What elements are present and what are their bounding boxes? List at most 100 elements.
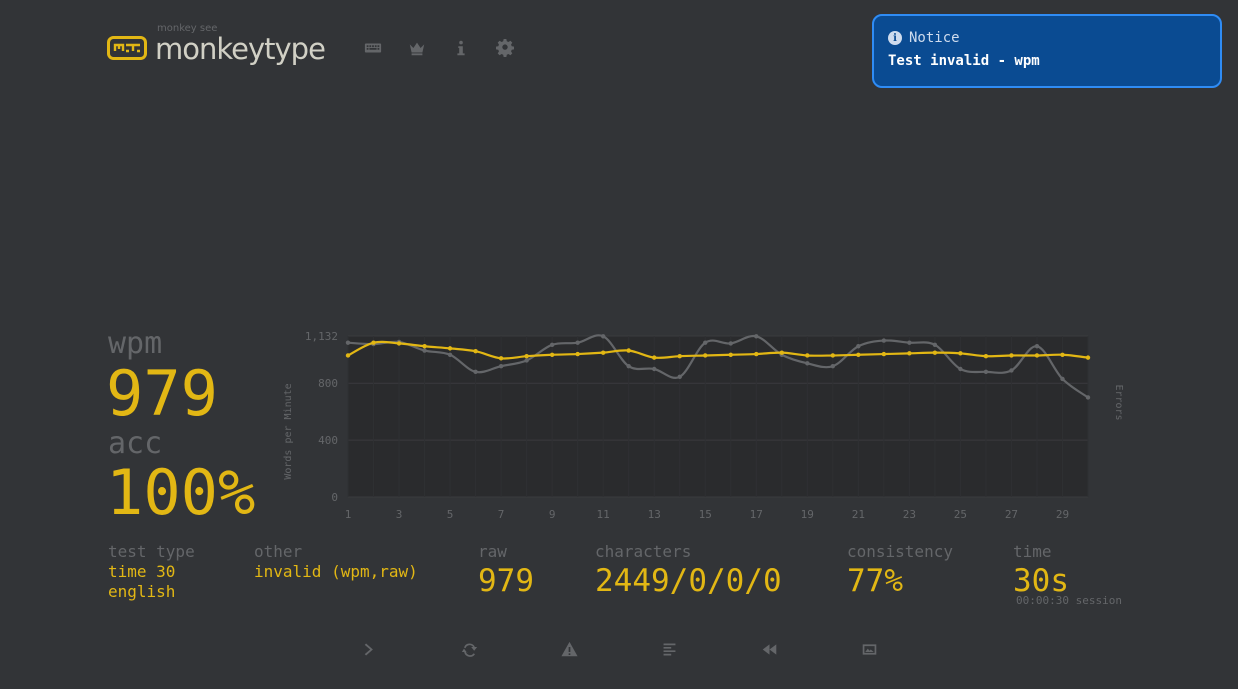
time-label: time	[1013, 542, 1052, 561]
chart-xtick-label: 11	[597, 508, 610, 521]
raw-value: 979	[478, 563, 534, 599]
logo[interactable]: monkey see monkeytype	[107, 23, 326, 72]
chart-series-wpm-point	[932, 350, 938, 355]
chart-series-wpm-point	[396, 341, 402, 346]
chart-series-wpm-point	[754, 351, 759, 357]
chart-plot-area	[348, 336, 1088, 497]
chart-xtick-label: 29	[1056, 508, 1069, 521]
chart-series-raw-point	[907, 340, 912, 345]
chart-series-raw-point	[983, 369, 989, 375]
raw-label: raw	[478, 542, 507, 561]
chart-series-wpm-point	[677, 353, 682, 359]
chart-series-wpm-point	[549, 352, 555, 357]
info-icon[interactable]	[450, 37, 472, 59]
test-type-mode: time 30	[108, 562, 176, 581]
chart-series-raw-line	[347, 334, 1089, 399]
session-time: 00:00:30 session	[1016, 594, 1122, 607]
crown-icon[interactable]	[406, 37, 428, 59]
other-value: invalid (wpm,raw)	[254, 562, 418, 581]
logo-tagline: monkey see	[157, 23, 218, 34]
chart-series-raw-point	[728, 341, 733, 346]
chart-series-raw-point	[1034, 344, 1040, 349]
chart-series-wpm-point	[447, 346, 453, 351]
chart-series-wpm-point	[728, 352, 733, 357]
restart-button[interactable]	[458, 638, 480, 660]
chart-series-wpm-point	[1060, 352, 1065, 357]
notice-message: Test invalid - wpm	[888, 53, 1040, 69]
stat-test-type: test type time 30 english	[108, 542, 195, 602]
chart-series-raw-point	[830, 363, 836, 369]
chart-ytick-label: 400	[318, 434, 338, 447]
chart-series-wpm-point	[1085, 355, 1091, 360]
monkeytype-logo-icon	[107, 36, 147, 60]
notice-title: Notice	[909, 30, 960, 46]
chart-series-wpm-point	[881, 351, 887, 357]
chart-series-wpm-point	[1009, 353, 1014, 358]
words-history-button[interactable]	[658, 638, 680, 660]
report-button[interactable]	[558, 638, 580, 660]
time-value: 30s	[1013, 563, 1069, 599]
chart-series-wpm-point	[958, 351, 963, 356]
stat-consistency: consistency 77%	[847, 542, 953, 600]
keyboard-icon[interactable]	[362, 37, 384, 59]
chart-series-raw-point	[754, 334, 759, 339]
chart-series-raw-point	[1060, 376, 1065, 382]
chart-series-wpm-point	[703, 353, 708, 358]
words-history-icon	[663, 643, 675, 655]
acc-label: acc	[108, 426, 163, 461]
chart-xtick-label: 15	[699, 508, 712, 521]
characters-label: characters	[595, 542, 692, 561]
chart-series-raw-point	[524, 358, 529, 363]
chart-series-wpm-point	[830, 353, 836, 358]
test-type-label: test type	[108, 542, 195, 561]
chart-series-wpm-point	[779, 350, 784, 355]
gear-icon[interactable]	[494, 37, 516, 59]
chart-xtick-label: 19	[801, 508, 814, 521]
consistency-label: consistency	[847, 542, 953, 561]
warning-icon	[560, 641, 578, 656]
chart-xtick-label: 25	[954, 508, 967, 521]
screenshot-button[interactable]	[858, 638, 880, 660]
notice-toast[interactable]: i Notice Test invalid - wpm	[872, 14, 1222, 88]
next-test-button[interactable]	[358, 638, 380, 660]
chart-series-raw-point	[626, 363, 631, 369]
chart-xtick-label: 7	[498, 508, 505, 521]
chart-series-raw-point	[856, 344, 861, 349]
screenshot-icon	[862, 643, 876, 655]
chart-series-raw-point	[1085, 395, 1091, 400]
acc-value: 100%	[106, 456, 256, 529]
replay-button[interactable]	[758, 638, 780, 660]
chart-series-wpm-point	[371, 340, 376, 345]
notice-info-icon: i	[888, 31, 902, 45]
other-label: other	[254, 542, 303, 561]
chart-series-raw-point	[958, 366, 963, 372]
next-test-icon	[364, 643, 373, 655]
chart-series-raw-point	[805, 361, 810, 366]
characters-value: 2449/0/0/0	[595, 563, 782, 599]
chart-xtick-label: 13	[648, 508, 661, 521]
chart-series-wpm-point	[575, 351, 580, 357]
chart-xtick-label: 17	[750, 508, 763, 521]
wpm-value: 979	[106, 357, 218, 430]
chart-xtick-label: 9	[549, 508, 556, 521]
chart-series-wpm-point	[498, 356, 504, 361]
chart-series-wpm-point	[473, 349, 478, 354]
chart-series-wpm-point	[1034, 353, 1040, 358]
replay-icon	[762, 643, 776, 655]
chart-series-raw-point	[932, 342, 938, 348]
chart-series-wpm-point	[422, 344, 427, 349]
chart-series-raw-point	[345, 340, 351, 345]
chart-ytick-label: 800	[318, 377, 338, 390]
chart-ytick-label: 1,132	[305, 330, 338, 343]
chart-series-raw-point	[575, 340, 580, 345]
chart-series-wpm-point	[524, 353, 529, 359]
chart-xtick-label: 27	[1005, 508, 1018, 521]
stat-time: time 30s	[1013, 542, 1069, 600]
chart-series-raw-point	[881, 338, 887, 343]
stat-raw: raw 979	[478, 542, 534, 600]
chart-xtick-label: 21	[852, 508, 865, 521]
chart-series-raw-point	[473, 369, 478, 375]
chart-series-raw-point	[703, 340, 708, 345]
chart-y2label: Errors	[1113, 384, 1124, 420]
